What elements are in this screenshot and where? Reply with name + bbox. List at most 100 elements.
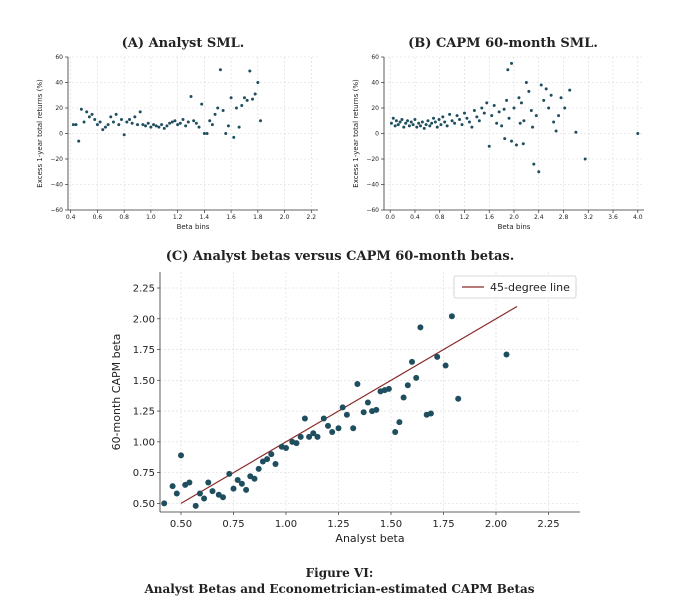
data-point (552, 120, 556, 124)
data-point (398, 120, 402, 124)
data-point (232, 135, 236, 139)
data-point (495, 121, 499, 125)
x-tick-label: 0.50 (170, 519, 192, 530)
data-point (268, 451, 275, 458)
data-point (245, 98, 249, 102)
data-point (574, 130, 578, 134)
y-tick-label: 1.75 (133, 345, 155, 356)
data-point (420, 120, 424, 124)
chart-b: (B) CAPM 60-month SML. 0.0 0.4 0.8 1.2 1.6 2.0… (352, 36, 644, 231)
data-point (218, 68, 222, 72)
data-points (71, 68, 263, 143)
data-point (563, 106, 567, 110)
data-point (226, 470, 233, 477)
data-point (71, 123, 75, 127)
data-point (173, 490, 180, 497)
data-point (209, 488, 216, 495)
data-point (407, 124, 411, 128)
data-point (512, 106, 516, 110)
y-tick-label: 1.25 (133, 407, 155, 418)
data-point (272, 461, 279, 467)
y-axis-label: 60-month CAPM beta (110, 334, 123, 451)
data-point (111, 120, 115, 124)
data-point (149, 125, 153, 129)
data-points (389, 61, 640, 174)
y-tick-label: 2.00 (133, 314, 155, 325)
data-point (521, 142, 525, 146)
data-point (234, 106, 238, 110)
data-point (146, 121, 150, 125)
data-point (238, 480, 245, 487)
data-point (168, 121, 172, 125)
x-tick-label: 1.00 (275, 519, 297, 530)
data-point (335, 425, 342, 432)
data-point (354, 381, 361, 387)
data-point (428, 124, 432, 128)
data-point (82, 120, 86, 124)
data-point (122, 133, 126, 137)
data-point (549, 93, 553, 97)
data-point (114, 112, 118, 116)
data-point (510, 61, 514, 65)
data-point (430, 121, 434, 125)
data-point (224, 132, 228, 135)
data-point (470, 125, 474, 129)
y-tick-label: −60 (366, 207, 379, 214)
data-point (87, 115, 91, 119)
data-point (485, 101, 489, 105)
data-point (568, 88, 572, 92)
data-point (432, 116, 436, 120)
data-point (544, 87, 548, 91)
data-point (364, 399, 371, 406)
x-tick-label: 1.75 (432, 519, 454, 530)
data-point (101, 128, 105, 132)
grid-lines (68, 56, 318, 211)
data-point (119, 117, 123, 121)
data-point (350, 425, 357, 432)
chart-title: (A) Analyst SML. (122, 36, 245, 51)
y-tick-label: 20 (55, 105, 63, 112)
data-point (173, 119, 177, 123)
x-tick-label: 1.6 (226, 214, 236, 221)
data-point (325, 422, 331, 429)
data-point (74, 123, 78, 127)
data-point (136, 123, 140, 127)
data-point (445, 124, 449, 128)
data-point (314, 433, 321, 440)
data-point (306, 433, 313, 440)
data-point (467, 120, 471, 124)
y-tick-label: 1.50 (133, 376, 155, 387)
data-point (250, 97, 254, 101)
chart-title: (B) CAPM 60-month SML. (408, 36, 598, 51)
y-tick-label: 40 (55, 80, 63, 87)
data-point (532, 162, 536, 166)
data-point (497, 110, 501, 114)
data-point (385, 385, 392, 392)
y-tick-label: 0 (59, 131, 63, 138)
x-tick-label: 1.0 (146, 214, 156, 221)
data-point (517, 96, 521, 100)
x-tick-label: 0.0 (385, 214, 395, 221)
data-points (161, 313, 510, 509)
data-point (221, 109, 225, 113)
data-point (202, 132, 206, 135)
data-point (433, 120, 437, 124)
data-point (360, 409, 367, 416)
legend: 45-degree line (453, 275, 577, 299)
x-tick-label: 0.8 (119, 214, 129, 221)
data-point (208, 119, 212, 123)
data-point (152, 123, 156, 127)
data-point (518, 121, 522, 125)
x-tick-label: 1.50 (380, 519, 402, 530)
grid-lines (384, 56, 644, 211)
data-point (411, 123, 415, 127)
data-point (636, 132, 640, 135)
data-point (216, 106, 220, 110)
data-point (197, 125, 201, 129)
data-point (248, 69, 252, 73)
data-point (514, 143, 518, 147)
data-point (448, 112, 452, 116)
data-point (404, 121, 408, 125)
x-tick-label: 2.0 (509, 214, 519, 221)
data-point (507, 116, 511, 120)
